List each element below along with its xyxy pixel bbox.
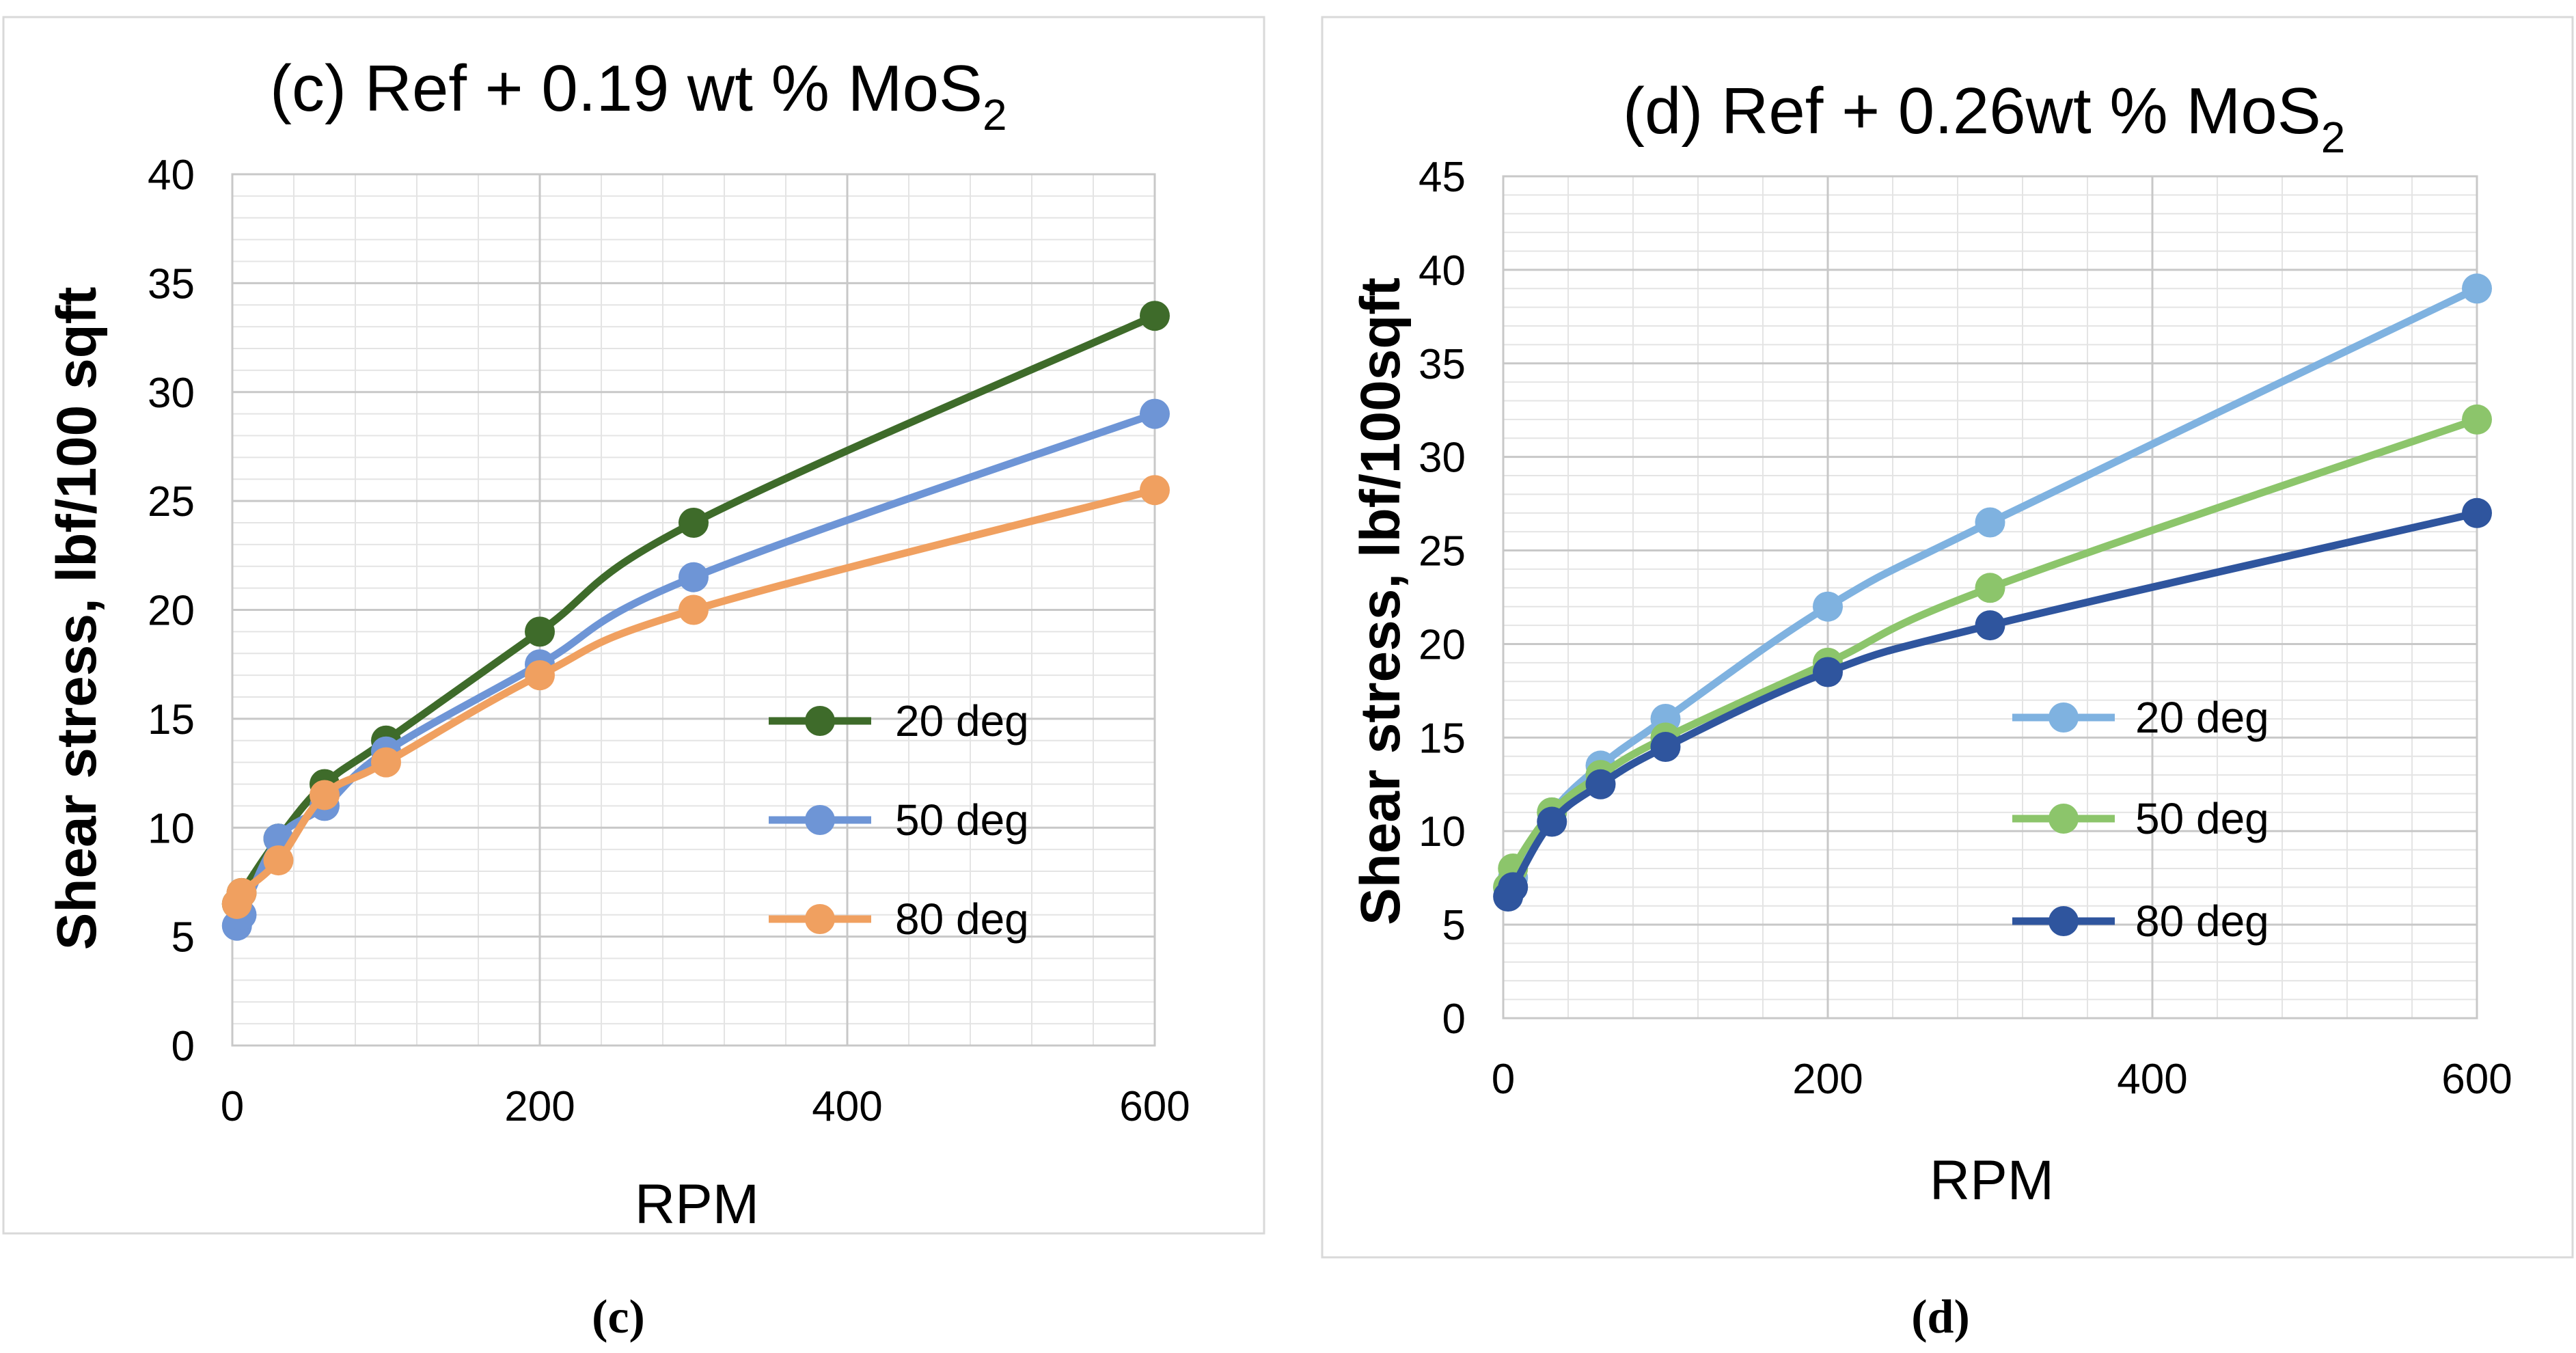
panel-c-point-50-deg bbox=[1140, 398, 1170, 429]
panel-c-y-tick-label: 10 bbox=[148, 805, 195, 852]
panel-c-title: (c) Ref + 0.19 wt % MoS2 bbox=[270, 52, 1007, 139]
panel-c-legend-label-20-deg: 20 deg bbox=[895, 696, 1029, 746]
panel-c-y-tick-label: 15 bbox=[148, 696, 195, 743]
panel-d-title: (d) Ref + 0.26wt % MoS2 bbox=[1623, 74, 2345, 162]
panel-c-x-tick-label: 200 bbox=[504, 1083, 575, 1130]
panel-c-x-tick-label: 600 bbox=[1119, 1083, 1190, 1130]
panel-d-x-tick-label: 600 bbox=[2441, 1056, 2512, 1103]
panel-d-point-80-deg bbox=[1498, 872, 1529, 903]
panel-d-point-50-deg bbox=[2462, 404, 2492, 435]
panel-d-point-80-deg bbox=[1650, 732, 1681, 763]
panel-d-x-tick-label: 200 bbox=[1792, 1056, 1863, 1103]
panel-c-point-80-deg bbox=[310, 780, 340, 810]
panel-c-y-axis-label: Shear stress, lbf/100 sqft bbox=[46, 287, 108, 951]
panel-d-point-80-deg bbox=[1813, 657, 1843, 687]
panel-c-plot-border bbox=[231, 173, 1156, 1047]
panel-d-x-tick-label: 400 bbox=[2117, 1056, 2187, 1103]
panel-d-point-80-deg bbox=[1585, 769, 1616, 800]
panel-d-x-tick-label: 0 bbox=[1492, 1056, 1515, 1103]
panel-d-plot-border bbox=[1502, 175, 2478, 1020]
panel-c-y-tick-label: 35 bbox=[148, 260, 195, 308]
panel-d-y-tick-label: 40 bbox=[1419, 247, 1466, 295]
panel-c-point-80-deg bbox=[226, 877, 257, 908]
panel-c-y-tick-label: 30 bbox=[148, 370, 195, 417]
panel-d-series-line-80-deg bbox=[1504, 509, 2481, 901]
panel-c-point-80-deg bbox=[525, 660, 555, 691]
panel-d-plot-area: 0 5 10 15 20 25 30 35 40 45 0 200 400 600 20 deg 50 deg… bbox=[1419, 154, 2512, 1103]
panel-c-legend-label-50-deg: 50 deg bbox=[895, 795, 1029, 845]
panel-c-y-tick-label: 20 bbox=[148, 588, 195, 635]
panel-d-legend-marker-20-deg bbox=[2049, 702, 2079, 733]
panel-d-x-axis-label: RPM bbox=[1930, 1149, 2054, 1212]
panel-c-point-80-deg bbox=[371, 747, 401, 778]
panel-c-legend-label-80-deg: 80 deg bbox=[895, 894, 1029, 944]
panel-d-caption: (d) bbox=[1911, 1291, 1970, 1343]
panel-d-y-axis-label: Shear stress, lbf/100sqft bbox=[1349, 277, 1412, 925]
panel-d-point-20-deg bbox=[2462, 273, 2492, 304]
panel-c-point-80-deg bbox=[679, 594, 709, 625]
panel-d-point-80-deg bbox=[2462, 497, 2492, 528]
panel-d-y-tick-label: 15 bbox=[1419, 715, 1466, 762]
panel-c-x-axis-label: RPM bbox=[635, 1173, 759, 1235]
panel-d-legend-label-20-deg: 20 deg bbox=[2135, 693, 2269, 742]
panel-d-legend-marker-50-deg bbox=[2049, 804, 2079, 834]
panel-c-x-tick-label: 400 bbox=[812, 1083, 882, 1130]
panel-c-point-50-deg bbox=[679, 562, 709, 592]
panel-c-y-tick-label: 0 bbox=[172, 1023, 195, 1070]
panel-d-y-tick-label: 25 bbox=[1419, 528, 1466, 575]
panel-d-legend-label-80-deg: 80 deg bbox=[2135, 897, 2269, 946]
panel-d-point-20-deg bbox=[1813, 591, 1843, 622]
panel-d-y-tick-label: 45 bbox=[1419, 154, 1466, 201]
panel-d-point-20-deg bbox=[1975, 507, 2005, 538]
panel-c-point-20-deg bbox=[679, 508, 709, 538]
panel-c-point-20-deg bbox=[1140, 301, 1170, 331]
panel-d-y-tick-label: 35 bbox=[1419, 341, 1466, 388]
panel-d-y-tick-label: 0 bbox=[1442, 996, 1466, 1043]
panel-d-legend-label-50-deg: 50 deg bbox=[2135, 794, 2269, 843]
panel-c-y-tick-label: 40 bbox=[148, 152, 195, 199]
panel-d-point-50-deg bbox=[1975, 573, 2005, 603]
panel-d-y-tick-label: 5 bbox=[1442, 902, 1466, 949]
panel-c-caption: (c) bbox=[592, 1291, 645, 1343]
panel-c-point-20-deg bbox=[525, 616, 555, 647]
panel-c-legend-marker-80-deg bbox=[805, 904, 835, 934]
panel-c-legend-marker-20-deg bbox=[805, 706, 835, 736]
panel-d-legend-marker-80-deg bbox=[2049, 906, 2079, 936]
panel-c-y-tick-label: 5 bbox=[172, 914, 195, 961]
panel-c-x-tick-label: 0 bbox=[221, 1083, 244, 1130]
panel-d-y-tick-label: 10 bbox=[1419, 808, 1466, 856]
panel-c-point-80-deg bbox=[263, 845, 294, 876]
panel-c-point-80-deg bbox=[1140, 475, 1170, 506]
panel-d-y-tick-label: 20 bbox=[1419, 621, 1466, 668]
panel-c-legend-marker-50-deg bbox=[805, 805, 835, 835]
panel-d-point-80-deg bbox=[1975, 610, 2005, 641]
panel-d-y-tick-label: 30 bbox=[1419, 435, 1466, 482]
panel-d-point-80-deg bbox=[1537, 806, 1567, 837]
panel-c-y-tick-label: 25 bbox=[148, 478, 195, 525]
